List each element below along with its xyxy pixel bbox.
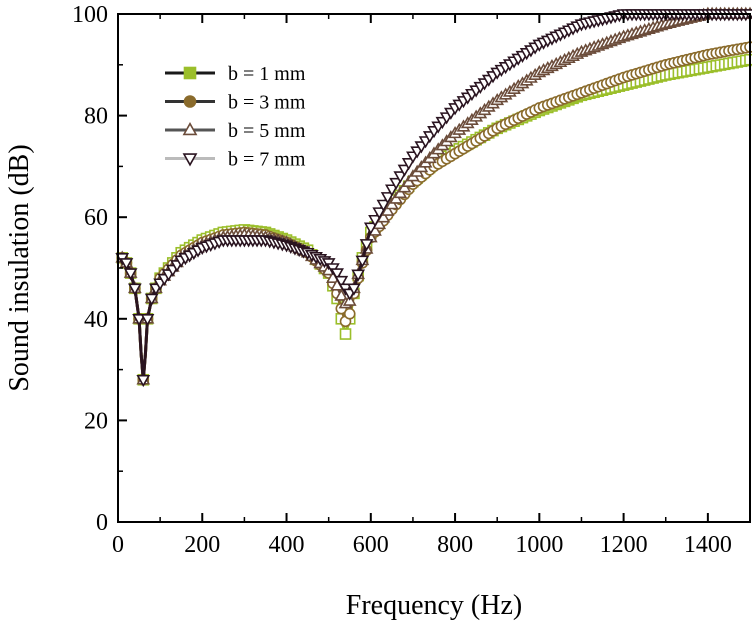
y-tick-label: 40 xyxy=(84,307,108,333)
axes xyxy=(117,13,751,523)
x-tick-label: 800 xyxy=(437,532,473,558)
x-axis-title: Frequency (Hz) xyxy=(346,590,522,621)
y-tick-label: 80 xyxy=(84,104,108,130)
axis-ticks: 0 200 400 600 800 1000 1200 1400 0 20 40 60 80 100 xyxy=(72,2,732,558)
data-point xyxy=(334,275,349,289)
data-point xyxy=(389,177,403,191)
legend-label: b = 3 mm xyxy=(228,92,306,114)
x-tick-label: 0 xyxy=(112,532,124,558)
data-point xyxy=(380,203,395,216)
data-point xyxy=(401,158,416,171)
data-point xyxy=(127,283,142,296)
data-point xyxy=(343,307,356,320)
series-line xyxy=(121,58,751,382)
data-point xyxy=(376,199,391,212)
legend-marker xyxy=(182,153,198,167)
legend-item: b = 3 mm xyxy=(165,92,306,114)
series-4 xyxy=(115,9,752,388)
data-point xyxy=(372,207,387,220)
data-point xyxy=(380,192,395,205)
data-point xyxy=(368,214,382,228)
data-point xyxy=(330,268,344,281)
legend-marker xyxy=(183,66,197,80)
data-point xyxy=(339,328,352,340)
data-point xyxy=(144,293,159,306)
data-point xyxy=(363,222,378,235)
data-point xyxy=(359,239,374,252)
data-point xyxy=(351,269,366,282)
x-tick-label: 200 xyxy=(184,532,220,558)
legend: b = 1 mm b = 3 mm b = 5 mm b = 7 mm xyxy=(165,63,306,171)
y-tick-label: 60 xyxy=(84,205,108,231)
legend-marker xyxy=(182,122,198,136)
data-point xyxy=(347,283,361,296)
data-point xyxy=(334,288,349,301)
data-point xyxy=(397,164,412,177)
data-point xyxy=(355,255,370,268)
data-point xyxy=(393,171,408,184)
legend-item: b = 5 mm xyxy=(165,120,306,142)
legend-item: b = 1 mm xyxy=(165,63,306,85)
x-tick-label: 1200 xyxy=(600,532,648,558)
legend-label: b = 7 mm xyxy=(228,149,306,171)
data-point xyxy=(123,268,138,281)
data-point xyxy=(384,184,399,197)
legend-item: b = 7 mm xyxy=(165,149,306,171)
legend-marker xyxy=(183,95,197,108)
legend-label: b = 1 mm xyxy=(228,63,306,85)
y-axis-title: Sound insulation (dB) xyxy=(4,144,35,391)
x-tick-label: 600 xyxy=(353,532,389,558)
series-line xyxy=(121,45,751,382)
x-tick-label: 1000 xyxy=(515,532,563,558)
series-2 xyxy=(116,41,752,386)
data-point xyxy=(136,374,151,388)
legend-label: b = 5 mm xyxy=(228,120,306,142)
y-tick-label: 20 xyxy=(84,408,108,434)
data-point xyxy=(140,313,155,327)
x-tick-label: 1400 xyxy=(684,532,732,558)
series-1 xyxy=(116,53,752,386)
y-tick-label: 0 xyxy=(96,510,108,536)
data-point xyxy=(119,258,134,271)
series-layer xyxy=(115,6,752,388)
y-tick-label: 100 xyxy=(72,2,108,28)
data-point xyxy=(132,313,146,327)
plot-frame xyxy=(117,13,751,523)
x-tick-label: 400 xyxy=(269,532,305,558)
